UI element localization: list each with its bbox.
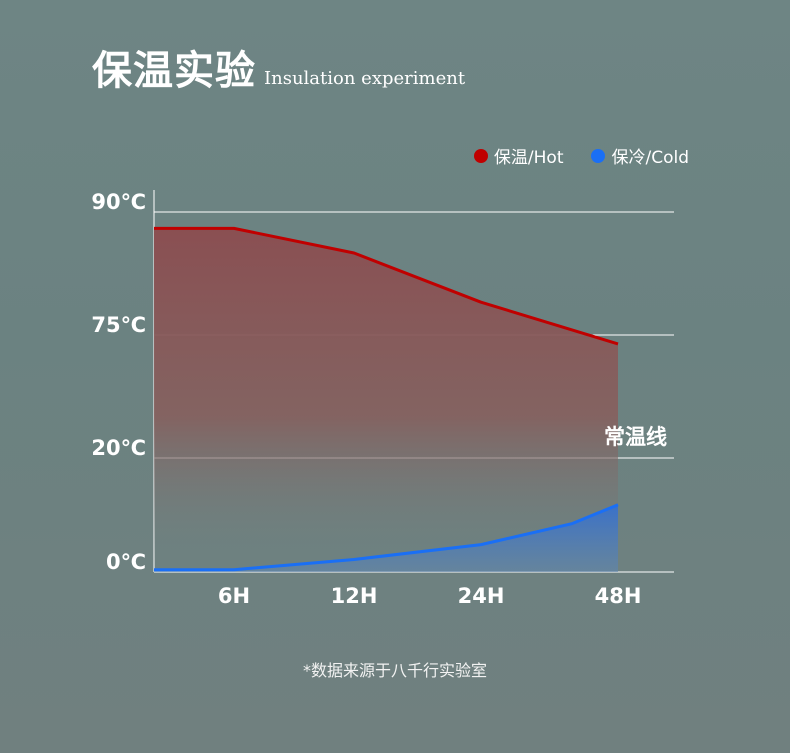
x-tick-label: 12H — [331, 584, 378, 608]
baseline-label: 常温线 — [604, 425, 667, 449]
page-title: 保温实验 — [92, 48, 256, 94]
page-subtitle: Insulation experiment — [264, 68, 466, 89]
chart-legend: 保温/Hot 保冷/Cold — [473, 143, 689, 168]
x-tick-label: 6H — [218, 584, 250, 608]
legend-dot-hot-icon — [473, 148, 488, 163]
y-tick-label: 75℃ — [91, 313, 146, 337]
series-area-hot — [154, 228, 618, 572]
x-tick-label: 48H — [595, 584, 642, 608]
legend-label-hot: 保温/Hot — [493, 148, 564, 168]
title-block: 保温实验 Insulation experiment — [92, 38, 465, 96]
legend-dot-cold-icon — [591, 148, 606, 163]
x-tick-label: 24H — [458, 584, 505, 608]
series-area-cold — [154, 504, 618, 572]
series-line-cold — [154, 503, 619, 572]
legend-item-hot: 保温/Hot — [473, 143, 564, 168]
y-tick-label: 20℃ — [91, 436, 146, 460]
series-line-hot — [154, 226, 619, 346]
y-tick-label: 90℃ — [91, 190, 146, 214]
legend-item-cold: 保冷/Cold — [591, 143, 689, 168]
y-tick-label: 0℃ — [106, 550, 146, 574]
legend-label-cold: 保冷/Cold — [611, 148, 689, 168]
footnote: *数据来源于八千行实验室 — [302, 661, 487, 680]
